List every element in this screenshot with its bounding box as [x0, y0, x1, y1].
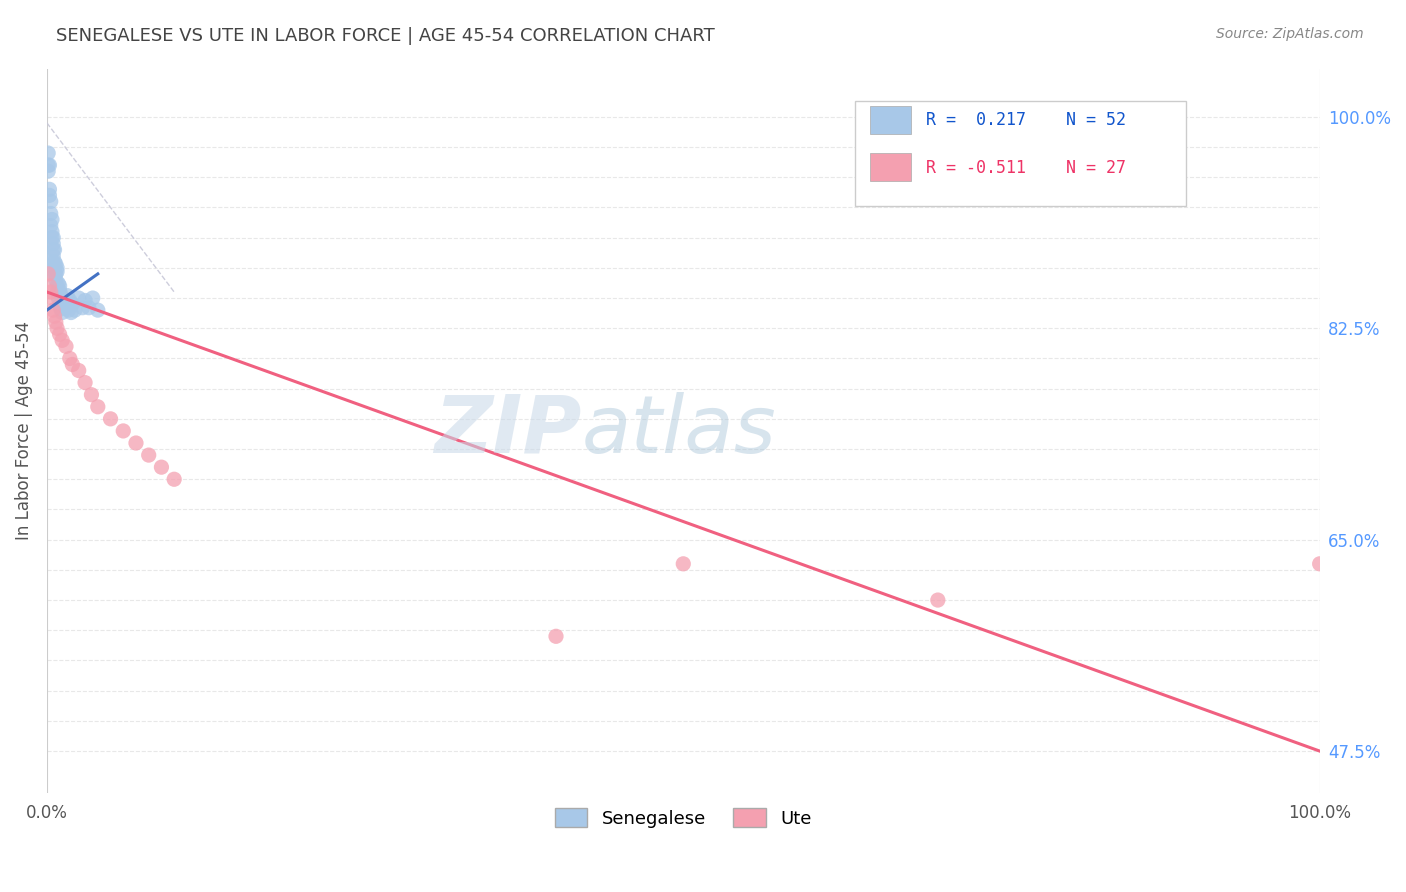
Point: [42, 249, 65, 263]
Point: [42, 303, 65, 318]
Point: [39, 285, 62, 299]
Point: [87, 400, 110, 414]
Point: [46, 260, 69, 275]
Point: [67, 363, 90, 377]
Legend: Senegalese, Ute: Senegalese, Ute: [548, 801, 818, 835]
Point: [52, 294, 75, 309]
Point: [38, 279, 60, 293]
Point: [42, 243, 65, 257]
Point: [46, 285, 69, 299]
Point: [87, 303, 110, 318]
Point: [927, 593, 949, 607]
Point: [38, 188, 60, 202]
Point: [44, 243, 66, 257]
Point: [44, 267, 66, 281]
Point: [44, 255, 66, 269]
Point: [63, 303, 86, 318]
Point: [38, 182, 60, 196]
Point: [37, 267, 59, 281]
Point: [1309, 557, 1331, 571]
Point: [51, 334, 73, 348]
Point: [77, 301, 100, 315]
Point: [45, 273, 67, 287]
Point: [49, 301, 72, 316]
Point: [37, 164, 59, 178]
Point: [41, 225, 63, 239]
Point: [48, 327, 70, 342]
Point: [46, 279, 69, 293]
Point: [51, 291, 73, 305]
Text: R =  0.217    N = 52: R = 0.217 N = 52: [927, 111, 1126, 129]
Point: [51, 305, 73, 319]
Point: [41, 212, 63, 227]
Point: [48, 284, 70, 298]
Point: [67, 291, 90, 305]
Point: [163, 472, 186, 486]
Point: [544, 629, 567, 643]
Point: [41, 291, 63, 305]
Point: [82, 291, 104, 305]
Point: [60, 358, 83, 372]
Text: atlas: atlas: [582, 392, 776, 470]
Point: [56, 288, 79, 302]
Point: [37, 146, 59, 161]
Point: [46, 291, 69, 305]
Point: [46, 321, 69, 335]
Text: Source: ZipAtlas.com: Source: ZipAtlas.com: [1216, 27, 1364, 41]
Point: [42, 230, 65, 244]
Point: [55, 339, 77, 353]
Point: [72, 301, 94, 315]
Point: [39, 206, 62, 220]
Point: [38, 158, 60, 172]
Point: [44, 260, 66, 275]
Point: [46, 264, 69, 278]
Point: [53, 297, 76, 311]
Point: [44, 309, 66, 323]
Point: [39, 194, 62, 209]
Text: ZIP: ZIP: [434, 392, 582, 470]
Point: [672, 557, 695, 571]
FancyBboxPatch shape: [855, 101, 1187, 206]
Point: [37, 158, 59, 172]
Point: [55, 301, 77, 315]
FancyBboxPatch shape: [870, 153, 911, 181]
Point: [45, 267, 67, 281]
Point: [48, 298, 70, 312]
Point: [48, 279, 70, 293]
Point: [41, 230, 63, 244]
Point: [60, 297, 83, 311]
Y-axis label: In Labor Force | Age 45-54: In Labor Force | Age 45-54: [15, 321, 32, 541]
Point: [45, 257, 67, 271]
Point: [59, 293, 82, 308]
Text: R = -0.511    N = 27: R = -0.511 N = 27: [927, 159, 1126, 177]
Point: [58, 303, 80, 318]
Point: [45, 315, 67, 329]
Point: [59, 351, 82, 366]
Point: [75, 376, 97, 390]
Point: [138, 448, 160, 462]
Point: [46, 277, 69, 291]
Point: [100, 412, 122, 426]
Point: [42, 236, 65, 251]
FancyBboxPatch shape: [870, 106, 911, 134]
Point: [80, 387, 103, 401]
Point: [60, 305, 83, 319]
Point: [49, 287, 72, 301]
Point: [150, 460, 173, 475]
Point: [112, 424, 135, 438]
Point: [125, 436, 148, 450]
Text: SENEGALESE VS UTE IN LABOR FORCE | AGE 45-54 CORRELATION CHART: SENEGALESE VS UTE IN LABOR FORCE | AGE 4…: [56, 27, 716, 45]
Point: [39, 219, 62, 233]
Point: [75, 293, 97, 308]
Point: [41, 255, 63, 269]
